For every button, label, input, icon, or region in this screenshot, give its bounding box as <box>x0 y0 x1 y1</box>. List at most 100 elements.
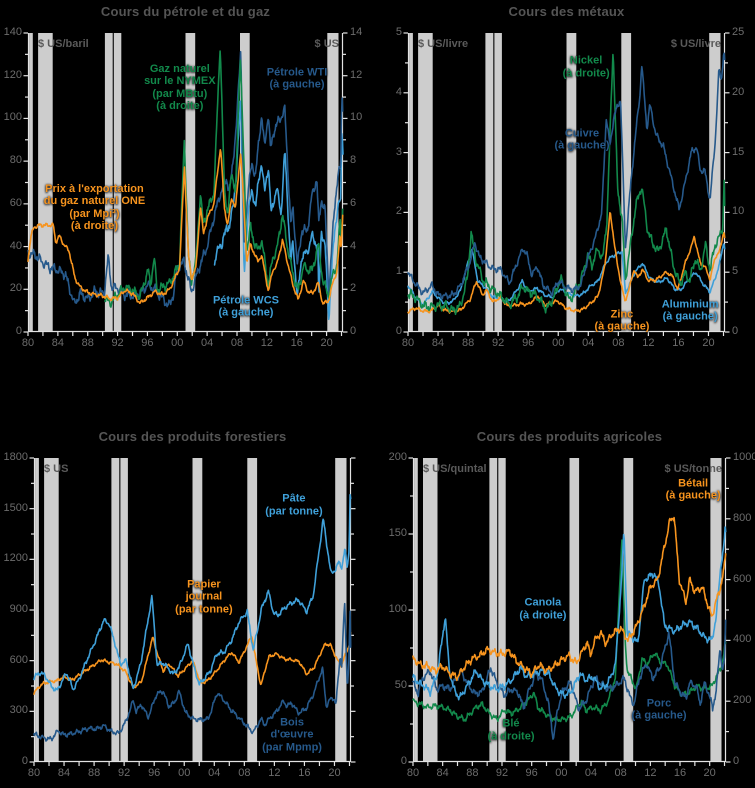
recession-band <box>709 33 721 332</box>
agricoles-x-axis-tick-label: 84 <box>436 767 449 779</box>
petrole-gaz-gaz-nymex-label: Gaz naturel sur le NYMEX (par MBtu) (à d… <box>144 63 216 113</box>
petrole-gaz-x-axis-tick-label: 12 <box>260 337 273 349</box>
metaux-x-axis-tick-label: 88 <box>461 337 475 349</box>
agricoles-x-axis-tick-label: 00 <box>555 767 568 779</box>
agricoles-betail-label: Bétail (à gauche) <box>665 477 721 502</box>
petrole-gaz-right-unit-label: $ US <box>314 38 339 50</box>
agricoles-porc-line <box>412 619 727 740</box>
agricoles-porc-label: Porc (à gauche) <box>631 697 687 723</box>
forestiers-x-axis-tick-label: 08 <box>238 767 251 779</box>
petrole-gaz-x-axis-tick-label: 84 <box>51 337 64 349</box>
recession-band <box>44 458 59 762</box>
petrole-gaz-right-axis-tick-label: 12 <box>350 68 363 81</box>
petrole-gaz-right-axis-tick-label: 10 <box>350 111 363 124</box>
metaux-x-axis-tick-label: 00 <box>552 337 565 349</box>
agricoles-right-unit-label: $ US/tonne <box>664 463 722 475</box>
forestiers-x-axis-tick-label: 88 <box>87 767 101 779</box>
agricoles-right-axis-tick-label: 600 <box>733 572 752 585</box>
metaux-x-axis-tick-label: 92 <box>492 337 505 349</box>
agricoles-x-axis-tick-label: 04 <box>584 767 598 779</box>
forestiers-x-axis-tick-label: 20 <box>328 767 341 779</box>
recession-band <box>414 458 418 762</box>
forestiers-plot-area <box>29 457 356 766</box>
recession-band <box>185 33 196 332</box>
recession-band <box>418 33 433 332</box>
forestiers-pate-label: Pâte (par tonne) <box>265 492 323 518</box>
metaux-right-axis-tick-label: 20 <box>732 85 745 98</box>
forestiers-x-axis-tick-label: 96 <box>148 767 161 779</box>
metaux-right-unit-label: $ US/livre <box>670 38 721 50</box>
metaux-left-axis-tick-label: 4 <box>395 85 402 98</box>
petrole-gaz-left-axis-tick-label: 60 <box>9 196 22 209</box>
metaux-x-axis-tick-label: 08 <box>612 337 625 349</box>
forestiers-x-axis-tick-label: 80 <box>27 767 41 779</box>
petrole-gaz-petrole-wti-line <box>27 50 344 308</box>
agricoles-ble-line <box>412 539 727 723</box>
agricoles-left-axis-tick-label: 100 <box>388 603 407 615</box>
metaux-cuivre-line <box>407 52 726 300</box>
petrole-gaz-petrole-wti-label: Pétrole WTI (à gauche) <box>266 66 328 92</box>
forestiers-title: Cours des produits forestiers <box>98 429 287 444</box>
metaux-cuivre-label: Cuivre (à gauche) <box>554 127 610 153</box>
metaux-zinc-line <box>407 212 726 314</box>
metaux-right-axis-tick-label: 15 <box>732 145 745 158</box>
petrole-gaz-petrole-wcs-label: Pétrole WCS (à gauche) <box>212 294 279 319</box>
metaux-x-axis-tick-label: 84 <box>431 337 445 349</box>
petrole-gaz-x-axis-tick-label: 92 <box>111 337 124 349</box>
petrole-gaz-right-axis-tick-label: 8 <box>350 154 357 167</box>
forestiers-x-axis-tick-label: 16 <box>298 767 311 779</box>
metaux-left-axis-tick-label: 3 <box>395 145 402 158</box>
metaux-right-axis-tick-label: 5 <box>732 265 739 278</box>
petrole-gaz-x-axis-tick-label: 80 <box>21 337 35 349</box>
metaux-left-unit-label: $ US/livre <box>418 38 469 50</box>
recession-band <box>247 458 258 762</box>
recession-band <box>192 458 203 762</box>
petrole-gaz-left-axis-tick-label: 0 <box>15 325 22 337</box>
forestiers-papier-journal-label: Papier journal (par tonne) <box>175 578 233 616</box>
metaux-nickel-label: Nickel (à droite) <box>562 54 610 80</box>
agricoles-x-axis-tick-label: 08 <box>614 767 627 779</box>
forestiers-papier-journal-line <box>33 631 352 695</box>
forestiers-x-axis-tick-label: 84 <box>57 767 71 779</box>
petrole-gaz-right-axis-tick-label: 2 <box>350 282 357 295</box>
agricoles-left-axis-tick-label: 200 <box>388 451 407 463</box>
forestiers-left-axis-tick-label: 1800 <box>3 451 28 463</box>
petrole-gaz-left-axis-tick-label: 140 <box>3 26 22 38</box>
recession-band <box>35 458 39 762</box>
recession-band <box>423 458 438 762</box>
recession-band <box>489 458 498 762</box>
recession-band <box>409 33 413 332</box>
forestiers-left-axis-tick-label: 300 <box>9 704 28 717</box>
forestiers-left-axis-tick-label: 1200 <box>3 552 28 565</box>
petrole-gaz-left-unit-label: $ US/baril <box>38 38 89 50</box>
forestiers-left-axis-tick-label: 900 <box>9 603 28 615</box>
petrole-gaz-left-axis-tick-label: 80 <box>9 154 22 167</box>
recession-band <box>113 33 122 332</box>
forestiers-left-axis-tick-label: 600 <box>9 653 28 666</box>
metaux-x-axis-tick-label: 12 <box>642 337 655 349</box>
metaux-left-axis-tick-label: 2 <box>395 205 402 218</box>
petrole-gaz-x-axis-tick-label: 08 <box>230 337 244 349</box>
forestiers-bois-oeuvre-line <box>33 602 352 742</box>
petrole-gaz-plot-area <box>23 32 348 336</box>
metaux-x-axis-tick-label: 16 <box>672 337 685 349</box>
petrole-gaz-gaz-one-label: Prix à l'exportation du gaz naturel ONE … <box>43 183 146 233</box>
petrole-gaz-x-axis-tick-label: 96 <box>141 337 154 349</box>
forestiers-x-axis-tick-label: 92 <box>118 767 131 779</box>
metaux-x-axis-tick-label: 04 <box>582 337 595 349</box>
petrole-gaz-axes <box>23 32 348 336</box>
agricoles-title: Cours des produits agricoles <box>476 429 663 444</box>
metaux-title: Cours des métaux <box>508 4 625 19</box>
recession-band <box>485 33 494 332</box>
agricoles-left-axis-tick-label: 0 <box>400 755 407 767</box>
recession-band <box>104 33 113 332</box>
forestiers-x-axis-tick-label: 00 <box>178 767 191 779</box>
agricoles-left-axis-tick-label: 50 <box>394 679 407 691</box>
agricoles-x-axis-tick-label: 16 <box>673 767 687 779</box>
petrole-gaz-x-axis-tick-label: 16 <box>290 337 303 349</box>
metaux-x-axis-tick-label: 96 <box>522 337 535 349</box>
agricoles-x-axis-tick-label: 96 <box>525 767 538 779</box>
metaux-nickel-line <box>407 53 726 316</box>
agricoles-right-axis-tick-label: 1000 <box>733 451 755 463</box>
forestiers-x-axis-tick-label: 12 <box>268 767 281 779</box>
